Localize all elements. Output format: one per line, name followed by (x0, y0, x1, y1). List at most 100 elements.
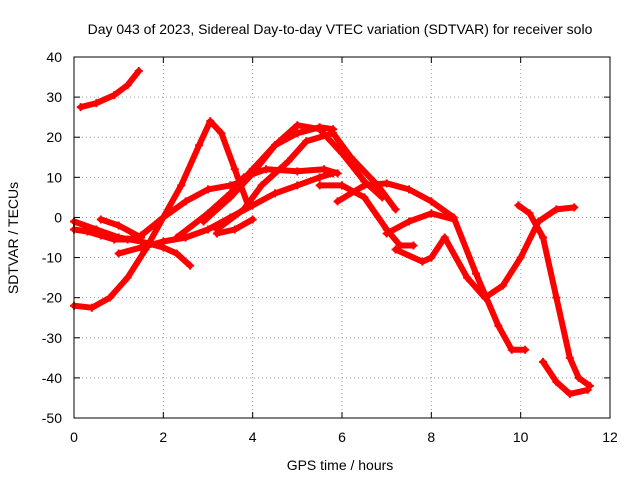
y-tick-label: -10 (42, 250, 62, 266)
data-point (137, 243, 145, 252)
x-tick-label: 12 (602, 429, 618, 445)
data-point (472, 269, 480, 278)
x-axis-title: GPS time / hours (287, 457, 394, 473)
data-point (346, 153, 355, 162)
x-tick-label: 2 (159, 429, 167, 445)
data-point (329, 129, 338, 138)
data-point (110, 91, 119, 100)
data-point (552, 377, 561, 386)
ticks (73, 56, 611, 419)
series-layer (70, 67, 594, 398)
data-point (525, 209, 534, 218)
data-point (226, 193, 235, 202)
data-point (137, 233, 145, 242)
data-point (92, 99, 101, 108)
data-point (516, 253, 525, 262)
data-point (427, 197, 436, 206)
y-tick-label: 0 (54, 209, 62, 225)
data-point (382, 179, 391, 188)
tick-labels: 0 2 4 6 8 10 12 -50 -40 -30 -20 -10 0 10 20 30 40 (42, 49, 618, 445)
series-track-9 (212, 129, 400, 234)
data-point (230, 225, 239, 234)
data-point (76, 103, 85, 112)
data-point (463, 273, 472, 282)
data-point (360, 181, 369, 190)
data-point (494, 321, 503, 330)
data-point (405, 185, 413, 194)
data-point (271, 189, 279, 198)
data-point (212, 229, 221, 238)
data-point (507, 345, 516, 354)
data-point (396, 241, 405, 250)
data-point (570, 203, 579, 212)
data-point (320, 165, 329, 174)
data-point (360, 193, 369, 202)
y-tick-label: 40 (46, 49, 62, 65)
data-point (123, 273, 132, 282)
series-track-10 (212, 215, 257, 238)
data-point (172, 233, 181, 242)
y-tick-label: -20 (42, 290, 62, 306)
data-point (204, 185, 212, 194)
y-tick-label: 20 (46, 129, 62, 145)
y-tick-label: 30 (46, 89, 62, 105)
data-point (257, 181, 266, 190)
x-tick-label: 8 (427, 429, 435, 445)
y-tick-label: 10 (46, 169, 62, 185)
data-point (206, 117, 215, 126)
data-point (134, 67, 143, 76)
series-track-12 (315, 181, 418, 250)
data-point (565, 389, 574, 398)
data-point (391, 245, 400, 254)
data-point (114, 221, 123, 230)
y-tick-label: -50 (42, 410, 62, 426)
series-line (383, 210, 457, 237)
data-point (199, 217, 208, 226)
data-point (315, 181, 324, 190)
data-point (284, 157, 293, 166)
data-point (293, 121, 302, 130)
data-point (574, 373, 583, 382)
data-point (262, 165, 271, 174)
data-point (204, 225, 212, 234)
data-point (123, 235, 132, 244)
x-tick-label: 4 (249, 429, 257, 445)
series-track-5 (96, 215, 145, 242)
data-point (315, 173, 324, 182)
series-track-14 (382, 209, 458, 238)
data-point (333, 197, 342, 206)
data-point (293, 167, 302, 176)
data-point (239, 173, 248, 182)
data-point (440, 233, 449, 242)
data-point (181, 233, 190, 242)
data-point (293, 129, 302, 138)
data-point (110, 235, 119, 244)
data-point (159, 237, 168, 246)
data-point (498, 281, 507, 290)
series-track-1 (76, 67, 143, 112)
data-point (159, 213, 168, 222)
y-tick-label: -40 (42, 370, 62, 386)
data-point (302, 137, 311, 146)
data-point (239, 205, 248, 214)
series-line (334, 180, 529, 353)
data-point (427, 253, 436, 262)
data-point (427, 209, 436, 218)
data-point (186, 261, 195, 270)
data-point (105, 293, 114, 302)
data-point (293, 181, 302, 190)
data-point (583, 385, 592, 394)
data-point (409, 241, 418, 250)
data-point (83, 227, 92, 236)
x-tick-label: 10 (513, 429, 529, 445)
chart-title: Day 043 of 2023, Sidereal Day-to-day VTE… (88, 21, 593, 37)
data-point (87, 303, 96, 312)
data-point (96, 231, 105, 240)
data-point (230, 165, 239, 174)
data-point (217, 129, 226, 138)
data-point (552, 205, 561, 214)
series-track-17 (539, 357, 592, 398)
data-point (114, 249, 123, 258)
x-tick-label: 0 (70, 429, 78, 445)
data-point (333, 169, 342, 178)
